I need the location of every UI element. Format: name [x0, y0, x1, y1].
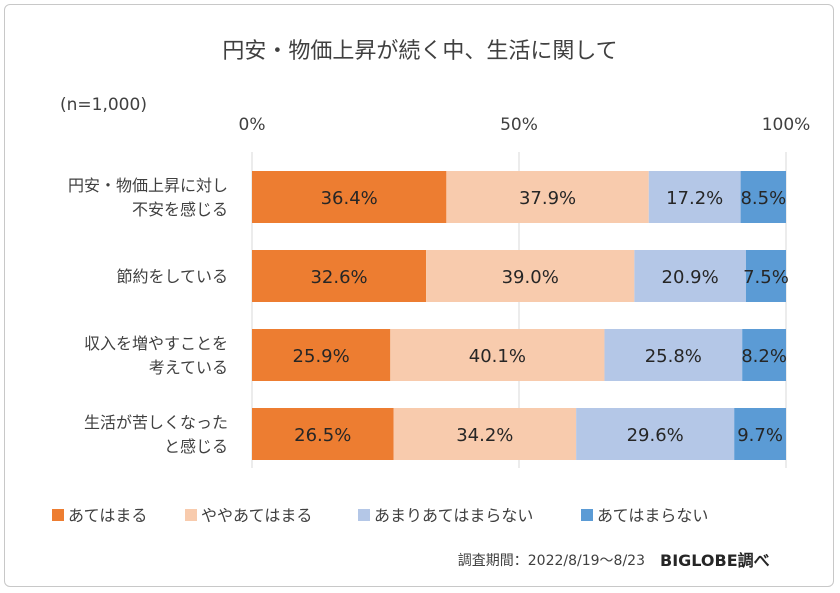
data-labels: 36.4% 37.9% 17.2% 8.5% 32.6% 39.0% 20.9% 7.5% 25… [293, 188, 789, 446]
data-label: 7.5% [743, 267, 789, 288]
bar-segment [740, 171, 786, 223]
legend-label: あまりあてはまらない [374, 506, 533, 525]
data-label: 36.4% [321, 188, 378, 209]
bar-segment [745, 250, 786, 302]
bar-segment [634, 250, 746, 302]
data-label: 40.1% [469, 346, 526, 367]
bar-segments [252, 171, 786, 460]
survey-period: 調査期間：2022/8/19～8/23 [458, 553, 645, 569]
data-label: 39.0% [502, 267, 559, 288]
data-label: 8.5% [740, 188, 786, 209]
bar-segment [446, 171, 649, 223]
bar-segment [426, 250, 635, 302]
data-label: 32.6% [310, 267, 367, 288]
legend-swatch [581, 509, 593, 521]
chart-title: 円安・物価上昇が続く中、生活に関して [222, 39, 617, 64]
legend-label: あてはまる [68, 506, 147, 525]
category-label: 節約をしている [116, 267, 228, 286]
category-label: 生活が苦しくなった [84, 413, 228, 432]
data-label: 37.9% [519, 188, 576, 209]
bar-segment [576, 408, 735, 460]
category-label: と感じる [164, 437, 228, 456]
bar-segment [252, 329, 391, 381]
data-label: 9.7% [737, 425, 783, 446]
bar-segment [734, 408, 786, 460]
data-label: 26.5% [294, 425, 351, 446]
x-tick-label: 0% [239, 115, 266, 135]
category-label: 不安を感じる [132, 200, 228, 219]
data-label: 17.2% [666, 188, 723, 209]
legend-label: あてはまらない [597, 506, 708, 525]
source-brand: BIGLOBE調べ [660, 551, 770, 570]
legend-label: ややあてはまる [201, 506, 312, 525]
data-label: 34.2% [456, 425, 513, 446]
category-labels: 円安・物価上昇に対し不安を感じる節約をしている収入を増やすことを考えている生活が… [68, 176, 228, 456]
legend-swatch [185, 509, 197, 521]
legend-swatch [358, 509, 370, 521]
bar-segment [648, 171, 741, 223]
data-label: 8.2% [741, 346, 787, 367]
bar-segment [252, 408, 394, 460]
bar-segment [252, 171, 447, 223]
sample-size-note: (n=1,000) [60, 95, 147, 115]
bar-segment [604, 329, 743, 381]
legend-swatch [52, 509, 64, 521]
bar-segment [393, 408, 577, 460]
bar-segment [390, 329, 605, 381]
bar-segment [252, 250, 427, 302]
category-label: 考えている [149, 358, 228, 377]
data-label: 25.9% [293, 346, 350, 367]
x-axis-ticks: 0% 50% 100% [239, 115, 811, 135]
category-label: 収入を増やすことを [84, 334, 228, 353]
x-tick-label: 50% [500, 115, 538, 135]
data-label: 29.6% [627, 425, 684, 446]
x-tick-label: 100% [762, 115, 811, 135]
legend: あてはまる ややあてはまる あまりあてはまらない あてはまらない [52, 506, 708, 525]
bar-segment [742, 329, 786, 381]
category-label: 円安・物価上昇に対し [68, 176, 228, 195]
data-label: 20.9% [662, 267, 719, 288]
data-label: 25.8% [645, 346, 702, 367]
